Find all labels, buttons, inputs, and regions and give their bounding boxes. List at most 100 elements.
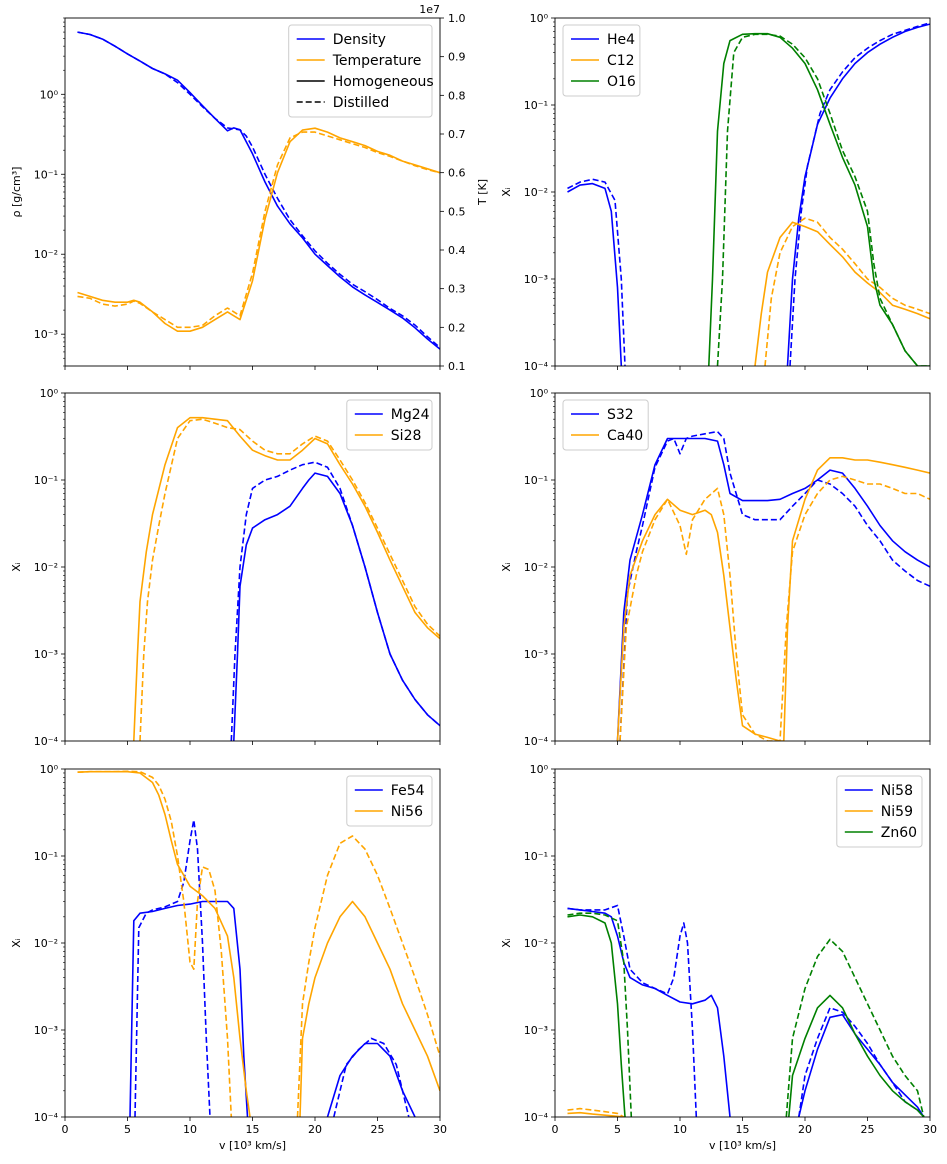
series-line-ni58-dashed — [798, 1006, 925, 1117]
legend-box — [562, 24, 641, 97]
series-line-s32-dashed — [619, 430, 930, 741]
y-tick-label: 10⁻² — [34, 248, 58, 261]
legend-label: Zn60 — [881, 825, 917, 841]
legend: He4 C12 O16 — [562, 24, 641, 97]
legend-label: Ni56 — [391, 804, 423, 820]
legend-box — [346, 399, 433, 451]
legend-label: Fe54 — [391, 783, 425, 799]
y-axis-label: Xᵢ — [500, 938, 513, 948]
legend-label: Ni59 — [881, 804, 913, 820]
y-tick-label: 10⁻¹ — [34, 168, 58, 181]
series-line-ni56-solid — [299, 900, 440, 1117]
legend: S32 Ca40 — [562, 399, 649, 451]
x-tick-label: 30 — [923, 1123, 937, 1136]
y2-tick-label: 0.8 — [448, 89, 466, 102]
x-tick-label: 5 — [614, 1123, 621, 1136]
series-line-c12-dashed — [764, 217, 930, 366]
y-tick-label: 10⁻³ — [524, 273, 548, 286]
x-tick-label: 0 — [552, 1123, 559, 1136]
y2-tick-label: 0.4 — [448, 244, 466, 257]
series-line-o16-solid — [708, 32, 930, 366]
series-line-o16-dashed — [716, 33, 930, 366]
legend-label: Temperature — [332, 53, 422, 69]
x-tick-label: 25 — [861, 1123, 875, 1136]
series-line-mg24-solid — [233, 472, 440, 741]
legend-label: Si28 — [391, 428, 422, 444]
legend-label: Density — [333, 32, 386, 48]
legend-label: Ni58 — [881, 783, 913, 799]
series-line-ni59-solid — [567, 1111, 624, 1117]
legend-label: He4 — [607, 32, 635, 48]
series-group — [133, 416, 440, 741]
series-line-ni58-solid — [798, 1013, 925, 1117]
x-tick-label: 15 — [246, 1123, 260, 1136]
series-line-si28-dashed — [139, 418, 440, 741]
y2-tick-label: 0.2 — [448, 321, 466, 334]
legend: Ni58 Ni59 Zn60 — [836, 775, 923, 848]
series-group — [77, 770, 440, 1117]
panel-s-ca: 10⁻⁴ 10⁻³ 10⁻² 10⁻¹ 10⁰ Xᵢ S32 Ca40 — [500, 387, 931, 748]
series-line-ni59-dashed — [567, 1107, 625, 1117]
y-axis-label: Xᵢ — [500, 187, 513, 197]
y-tick-label: 10⁰ — [40, 763, 59, 776]
series-line-ni56-dashed — [77, 770, 233, 1117]
legend-box — [562, 399, 649, 451]
series-group — [567, 22, 930, 366]
y-tick-label: 10⁰ — [530, 387, 549, 400]
legend-box — [836, 775, 923, 848]
y2-tick-label: 0.7 — [448, 128, 466, 141]
legend-label: Homogeneous — [333, 74, 434, 90]
series-line-density-dashed — [77, 31, 440, 349]
y2-axis-label: T [K] — [476, 179, 489, 206]
series-line-ni56-dashed — [296, 835, 440, 1117]
y-axis-label: Xᵢ — [10, 938, 23, 948]
y-tick-label: 10⁻² — [524, 937, 548, 950]
series-line-zn60-dashed — [785, 938, 925, 1117]
legend: Fe54 Ni56 — [346, 775, 433, 827]
y-tick-label: 10⁻¹ — [34, 474, 58, 487]
y2-tick-label: 0.6 — [448, 167, 466, 180]
series-line-ca40-dashed — [619, 475, 930, 741]
panel-ni-zn: 0 5 10 15 20 25 30 10⁻⁴ 10⁻³ 10⁻² 10⁻¹ 10⁰ Xᵢ v [10³ … — [500, 763, 937, 1152]
panel-density-temperature: 10⁻³ 10⁻² 10⁻¹ 10⁰ ρ [g/cm³] 0.1 0.2 0.3 0.4 0.5 0… — [10, 3, 489, 373]
series-line-zn60-solid — [788, 994, 925, 1117]
y-tick-label: 10⁻⁴ — [524, 1111, 549, 1124]
y-tick-label: 10⁻¹ — [524, 474, 548, 487]
x-tick-label: 10 — [673, 1123, 687, 1136]
x-axis-label: v [10³ km/s] — [709, 1139, 776, 1152]
y2-tick-label: 0.3 — [448, 283, 466, 296]
y2-tick-label: 1.0 — [448, 12, 466, 25]
y-axis-label: Xᵢ — [500, 562, 513, 572]
panel-mg-si: 10⁻⁴ 10⁻³ 10⁻² 10⁻¹ 10⁰ Xᵢ Mg24 Si28 — [10, 387, 441, 748]
y-tick-label: 10⁻² — [34, 937, 58, 950]
series-line-fe54-dashed — [333, 1037, 410, 1117]
series-line-si28-solid — [133, 416, 440, 741]
legend-label: Mg24 — [391, 407, 430, 423]
series-line-he4-solid — [786, 23, 930, 366]
series-line-c12-solid — [754, 221, 930, 366]
series-line-temperature-dashed — [77, 131, 440, 329]
series-line-fe54-solid — [326, 1042, 416, 1117]
legend-label: C12 — [607, 53, 635, 69]
y2-tick-label: 0.1 — [448, 360, 466, 373]
y-tick-label: 10⁰ — [530, 763, 549, 776]
x-tick-label: 0 — [62, 1123, 69, 1136]
y-tick-label: 10⁰ — [40, 88, 59, 101]
y-tick-label: 10⁻³ — [524, 648, 548, 661]
x-axis-label: v [10³ km/s] — [219, 1139, 286, 1152]
y-tick-label: 10⁻³ — [34, 1024, 58, 1037]
y-tick-label: 10⁻⁴ — [34, 1111, 59, 1124]
panel-fe-ni: 0 5 10 15 20 25 30 10⁻⁴ 10⁻³ 10⁻² 10⁻¹ 10⁰ Xᵢ v [10³ … — [10, 763, 447, 1152]
y-tick-label: 10⁻⁴ — [34, 735, 59, 748]
y-tick-label: 10⁰ — [530, 12, 549, 25]
legend-box — [346, 775, 433, 827]
y-tick-label: 10⁻⁴ — [524, 735, 549, 748]
y-tick-label: 10⁻³ — [524, 1024, 548, 1037]
legend-label: Distilled — [333, 95, 390, 111]
panel-he-c-o: 10⁻⁴ 10⁻³ 10⁻² 10⁻¹ 10⁰ Xᵢ He4 C12 O16 — [500, 12, 931, 373]
y-tick-label: 10⁻² — [34, 561, 58, 574]
legend-label: O16 — [607, 74, 636, 90]
y2-tick-label: 0.9 — [448, 51, 466, 64]
x-tick-label: 20 — [308, 1123, 322, 1136]
